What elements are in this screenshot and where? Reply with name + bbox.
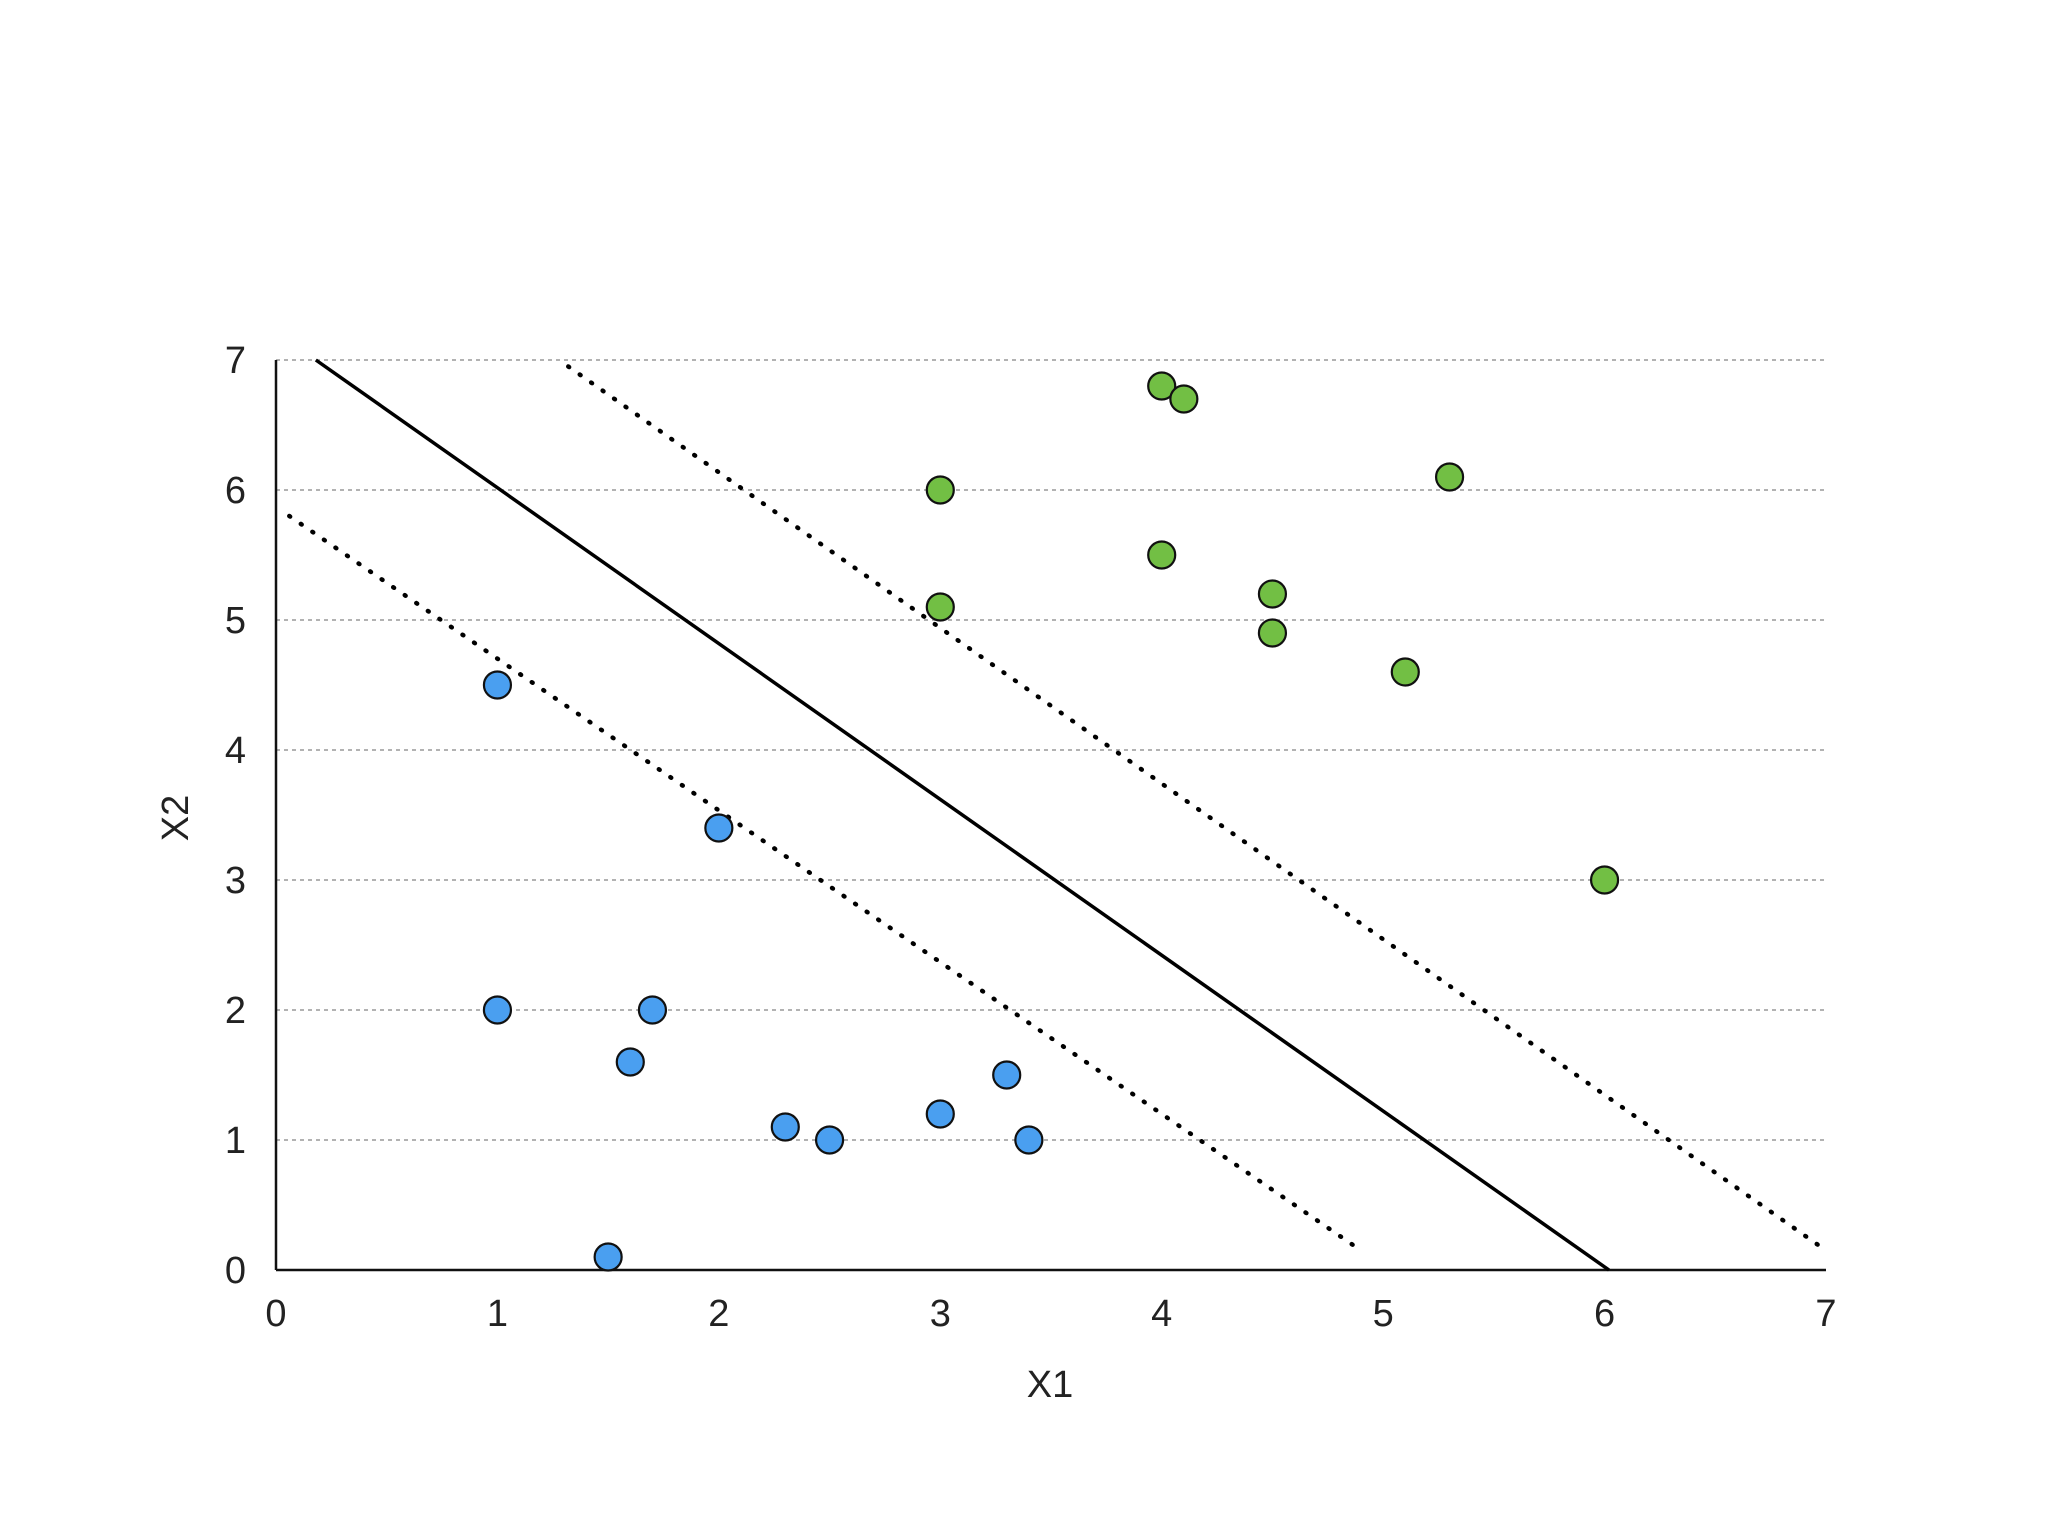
x-tick-label: 2 (708, 1293, 729, 1335)
y-tick-label: 5 (225, 600, 246, 642)
tick-labels: 0 1 2 3 4 5 6 7 0 1 2 3 4 5 6 7 (225, 340, 1837, 1335)
green-data-point (1589, 865, 1620, 895)
green-data-point (1434, 462, 1465, 492)
green-data-point (1390, 657, 1420, 687)
y-tick-label: 0 (225, 1250, 246, 1292)
blue-data-point (482, 670, 513, 700)
blue-data-point (593, 1242, 623, 1272)
y-tick-label: 7 (225, 340, 246, 382)
y-tick-label: 4 (225, 730, 246, 772)
green-data-point (1257, 579, 1288, 609)
x-tick-label: 6 (1594, 1293, 1615, 1335)
green-data-point (925, 475, 955, 505)
blue-data-point (637, 995, 668, 1025)
blue-data-point (704, 813, 734, 843)
green-data-point (1147, 540, 1177, 570)
blue-data-point (925, 1099, 955, 1129)
green-data-point (925, 592, 955, 622)
blue-data-point (482, 995, 513, 1025)
blue-data-point (1014, 1125, 1044, 1155)
x-tick-label: 0 (265, 1293, 286, 1335)
y-tick-label: 3 (225, 860, 246, 902)
y-tick-label: 1 (225, 1120, 246, 1162)
blue-data-point (770, 1112, 800, 1142)
blue-data-point (992, 1060, 1022, 1090)
blue-data-point (814, 1125, 845, 1155)
y-tick-label: 2 (225, 990, 246, 1032)
y-axis-title: X2 (155, 795, 197, 841)
gridlines (276, 359, 1826, 1141)
x-tick-label: 5 (1373, 1293, 1394, 1335)
x-tick-label: 7 (1815, 1293, 1836, 1335)
data-points (482, 371, 1620, 1272)
green-data-point (1169, 384, 1199, 414)
x-tick-label: 1 (487, 1293, 508, 1335)
y-tick-label: 6 (225, 470, 246, 512)
margin-line (566, 364, 1829, 1253)
decision-lines (287, 358, 1829, 1272)
x-tick-label: 4 (1151, 1293, 1172, 1335)
axes (274, 360, 1826, 1272)
green-data-point (1147, 371, 1177, 401)
x-tick-label: 3 (930, 1293, 951, 1335)
separating-hyperplane-line (314, 358, 1611, 1272)
green-data-point (1257, 618, 1288, 648)
blue-data-point (615, 1047, 645, 1077)
x-axis-title: X1 (1027, 1364, 1073, 1406)
